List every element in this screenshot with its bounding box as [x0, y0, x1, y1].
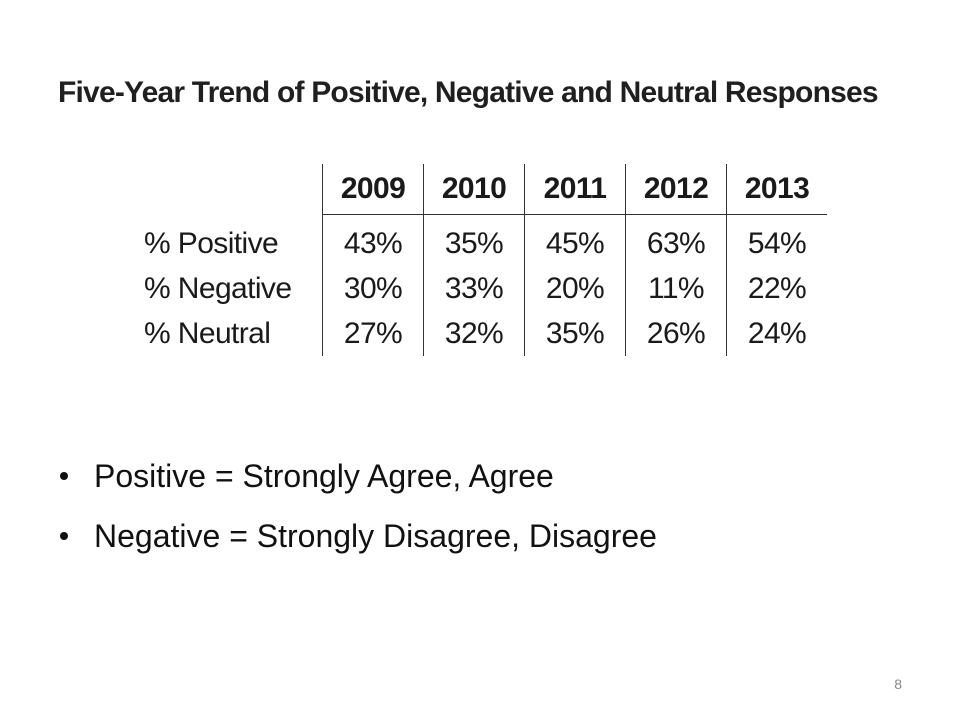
- table-cell: 27%: [322, 311, 424, 356]
- bullet-list: Positive = Strongly Agree, Agree Negativ…: [58, 452, 657, 572]
- year-header: 2009: [322, 164, 424, 215]
- bullet-text: Positive = Strongly Agree, Agree: [94, 458, 554, 494]
- year-header: 2013: [726, 164, 827, 215]
- header-row: 2009 2010 2011 2012 2013: [140, 164, 827, 215]
- table-cell: 43%: [322, 214, 424, 266]
- row-label: % Positive: [144, 226, 279, 260]
- table-cell: 30%: [322, 266, 424, 311]
- table-cell: 35%: [423, 214, 525, 266]
- table-cell: 35%: [524, 311, 626, 356]
- table-cell: 33%: [423, 266, 525, 311]
- bullet-dot-icon: [60, 532, 68, 540]
- table-row: % Neutral 27% 32% 35% 26% 24%: [140, 311, 827, 356]
- table-cell: 54%: [726, 214, 827, 266]
- row-label: % Neutral: [144, 317, 271, 350]
- table-cell: 63%: [625, 214, 727, 266]
- table-title: Five-Year Trend of Positive, Negative an…: [58, 76, 879, 109]
- table-cell: 20%: [524, 266, 626, 311]
- corner-cell: [140, 164, 323, 215]
- year-header: 2010: [423, 164, 525, 215]
- row-label: % Negative: [144, 272, 292, 305]
- table-cell: 24%: [726, 311, 827, 356]
- bullet-text: Negative = Strongly Disagree, Disagree: [94, 518, 657, 554]
- trend-table: 2009 2010 2011 2012 2013 % Positive 43% …: [140, 164, 827, 356]
- page-number: 8: [894, 676, 902, 692]
- table-cell: 11%: [625, 266, 727, 311]
- bullet-item: Positive = Strongly Agree, Agree: [58, 452, 657, 512]
- bullet-item: Negative = Strongly Disagree, Disagree: [58, 512, 657, 572]
- year-header: 2011: [524, 164, 626, 215]
- table-cell: 22%: [726, 266, 827, 311]
- year-header: 2012: [625, 164, 727, 215]
- table-cell: 32%: [423, 311, 525, 356]
- table-row: % Positive 43% 35% 45% 63% 54%: [140, 214, 827, 266]
- table-row: % Negative 30% 33% 20% 11% 22%: [140, 266, 827, 311]
- bullet-dot-icon: [60, 472, 68, 480]
- table-cell: 45%: [524, 214, 626, 266]
- table-cell: 26%: [625, 311, 727, 356]
